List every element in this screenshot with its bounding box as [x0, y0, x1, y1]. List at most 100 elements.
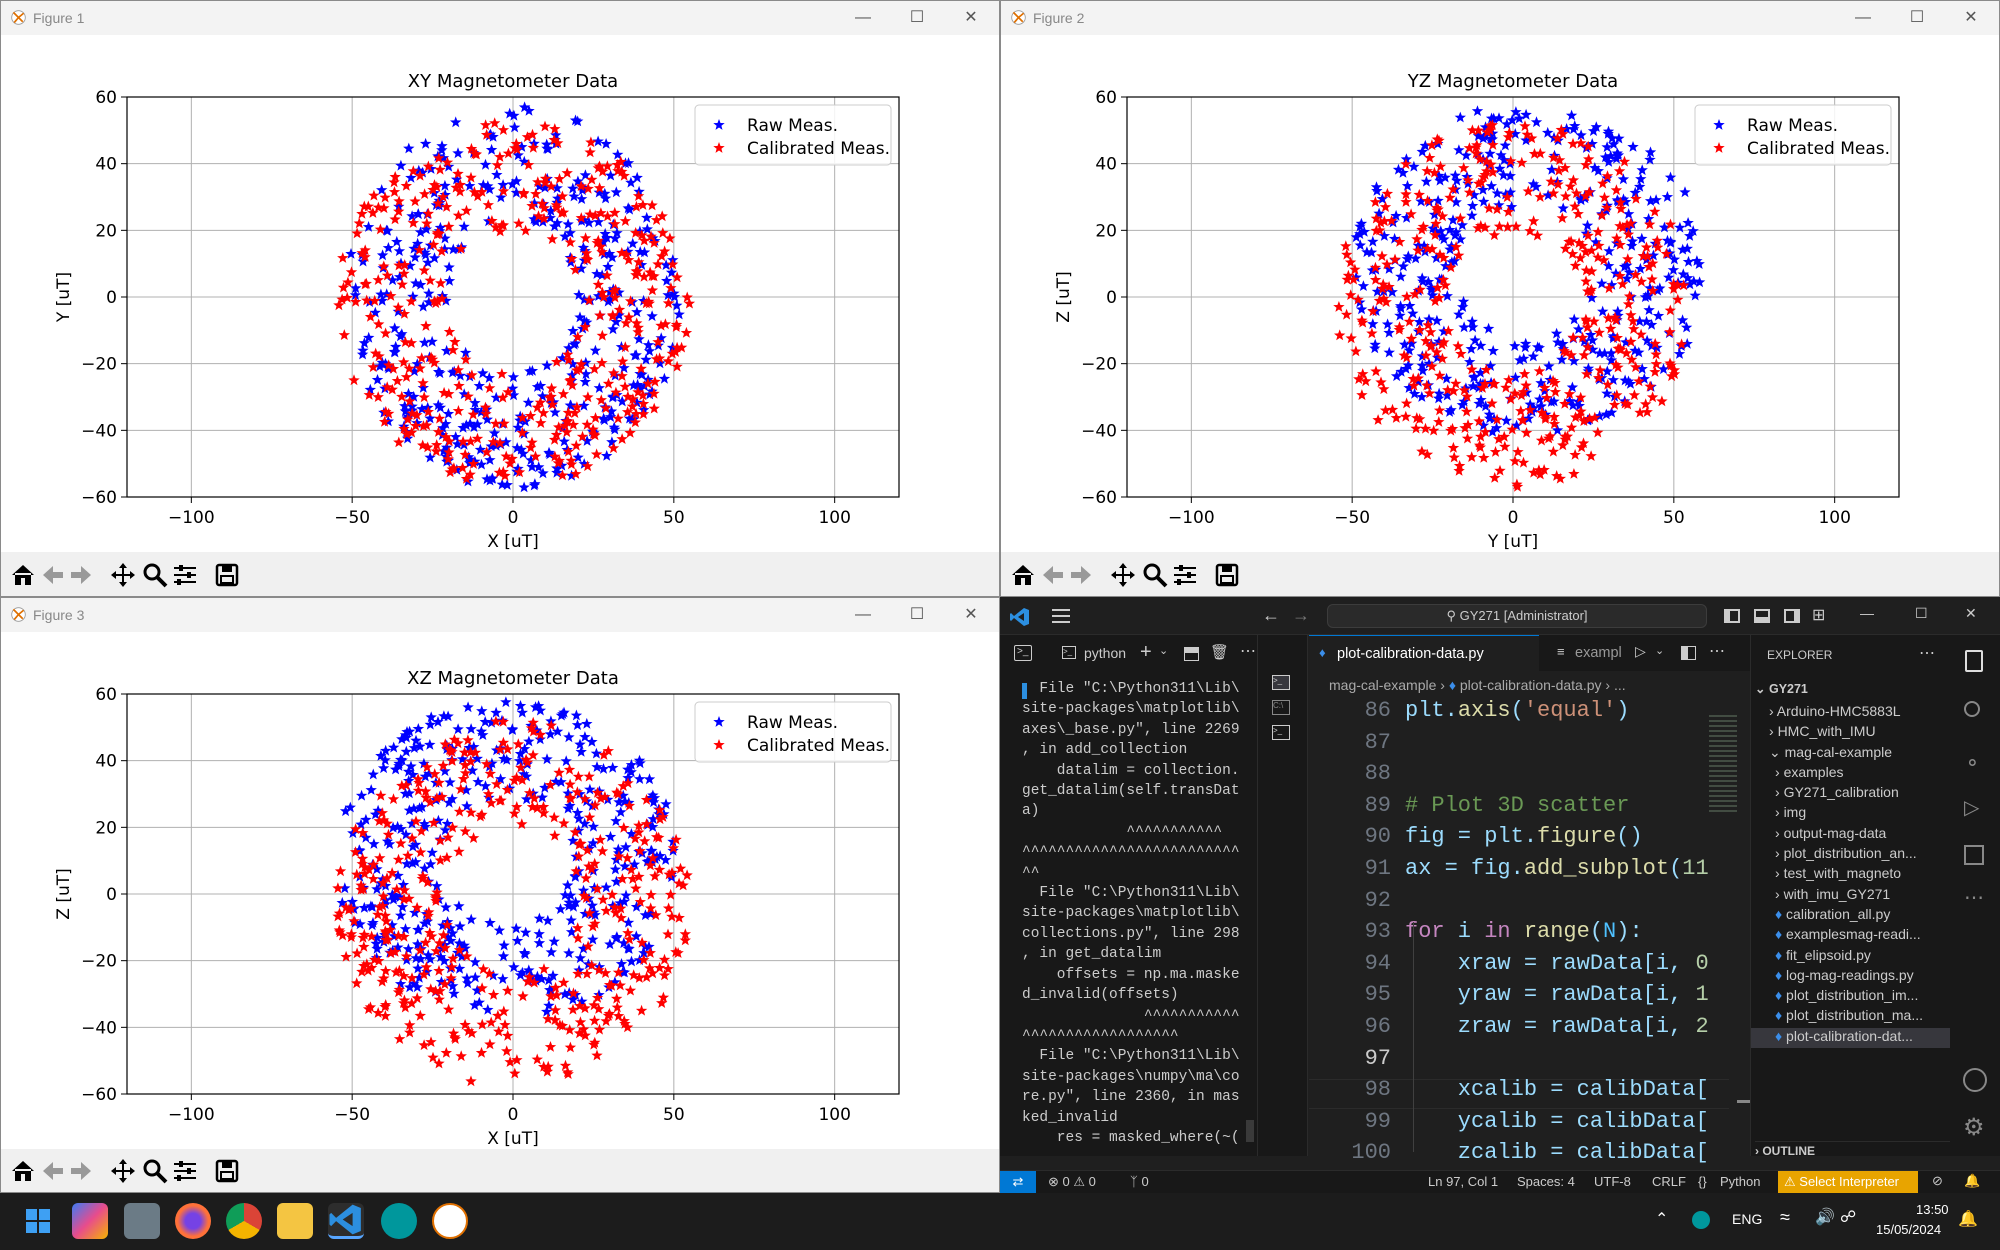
- layout-icon[interactable]: ⊞: [1812, 607, 1826, 624]
- bell-icon[interactable]: 🔔: [1964, 1173, 1981, 1188]
- pan-icon[interactable]: [1109, 561, 1137, 589]
- back-icon[interactable]: [39, 561, 67, 589]
- breadcrumb-item[interactable]: ...: [1613, 677, 1626, 693]
- forward-icon[interactable]: [67, 561, 95, 589]
- toggle-sidebar-icon[interactable]: [1724, 609, 1740, 623]
- minimize-button[interactable]: —: [1855, 9, 1871, 26]
- file-explorer-icon[interactable]: [277, 1203, 313, 1239]
- start-windows-icon[interactable]: [20, 1203, 56, 1239]
- explorer-item[interactable]: › plot_distribution_an...: [1751, 845, 1951, 865]
- close-button[interactable]: ✕: [1965, 605, 1977, 621]
- close-button[interactable]: ✕: [1964, 9, 1978, 26]
- files-icon[interactable]: [1965, 650, 1983, 672]
- terminal-tab[interactable]: python: [1084, 645, 1127, 661]
- maximize-button[interactable]: ☐: [1909, 9, 1925, 26]
- save-icon[interactable]: [213, 1157, 241, 1185]
- clock-time[interactable]: 13:50: [1916, 1202, 1949, 1217]
- explorer-item[interactable]: ♦ calibration_all.py: [1751, 906, 1951, 926]
- more-icon[interactable]: ⋯: [1919, 645, 1935, 662]
- more-icon[interactable]: ⋯: [1240, 643, 1256, 660]
- home-icon[interactable]: [9, 561, 37, 589]
- home-icon[interactable]: [9, 1157, 37, 1185]
- volume-icon[interactable]: 🔊: [1815, 1209, 1835, 1226]
- configure-subplots-icon[interactable]: [1171, 561, 1199, 589]
- cursor-position[interactable]: Ln 97, Col 1: [1428, 1174, 1499, 1189]
- explorer-item[interactable]: ♦ plot_distribution_ma...: [1751, 1007, 1951, 1027]
- terminal-list-icon[interactable]: >_: [1272, 675, 1290, 690]
- more-icon[interactable]: ⋯: [1964, 887, 1984, 909]
- copilot-icon[interactable]: ⊘: [1932, 1173, 1943, 1188]
- explorer-item[interactable]: ♦ examplesmag-readi...: [1751, 926, 1951, 946]
- explorer-item[interactable]: ⌄ mag-cal-example: [1751, 744, 1951, 764]
- pan-icon[interactable]: [109, 1157, 137, 1185]
- arduino-tray-icon[interactable]: [1692, 1211, 1710, 1229]
- explorer-item[interactable]: › test_with_magneto: [1751, 865, 1951, 885]
- command-center-search[interactable]: ⚲ GY271 [Administrator]: [1327, 604, 1707, 628]
- select-interpreter[interactable]: ⚠ Select Interpreter: [1778, 1171, 1918, 1193]
- breadcrumb-item[interactable]: plot-calibration-data.py: [1459, 677, 1602, 693]
- settings-gear-icon[interactable]: ⚙: [1963, 1114, 1985, 1141]
- code-editor[interactable]: 86 plt.axis('equal') 87 88 89 # Plot 3D scatt…: [1309, 695, 1709, 1169]
- language-mode[interactable]: Python: [1720, 1174, 1761, 1189]
- firefox-icon[interactable]: [175, 1203, 211, 1239]
- explorer-item[interactable]: › examples: [1751, 764, 1951, 784]
- back-arrow-icon[interactable]: ←: [1262, 605, 1280, 625]
- notification-bell-icon[interactable]: 🔔: [1958, 1211, 1978, 1228]
- minimize-button[interactable]: —: [1860, 605, 1874, 621]
- toggle-panel-icon[interactable]: [1754, 609, 1770, 623]
- window-titlebar[interactable]: Figure 1 — ☐ ✕: [1, 1, 999, 35]
- explorer-item[interactable]: ♦ plot-calibration-dat...: [1751, 1027, 1951, 1049]
- outline-section[interactable]: › OUTLINE: [1755, 1141, 1951, 1158]
- problems-indicator[interactable]: ⊗ 0 ⚠ 0: [1048, 1174, 1096, 1190]
- indentation[interactable]: Spaces: 4: [1517, 1174, 1575, 1189]
- split-editor-icon[interactable]: [1681, 646, 1696, 660]
- minimize-button[interactable]: —: [855, 606, 871, 623]
- terminal-list-icon[interactable]: >_: [1272, 725, 1290, 740]
- tab-plot-calibration-data[interactable]: ♦ plot-calibration-data.py: [1309, 635, 1539, 671]
- explorer-item[interactable]: › with_imu_GY271: [1751, 886, 1951, 906]
- ports-indicator[interactable]: ᛉ 0: [1130, 1174, 1149, 1189]
- terminal-list-icon[interactable]: C:\: [1272, 700, 1290, 715]
- minimap[interactable]: [1709, 695, 1737, 1156]
- more-icon[interactable]: ⋯: [1709, 643, 1725, 660]
- forward-icon[interactable]: [67, 1157, 95, 1185]
- toggle-secondary-sidebar-icon[interactable]: [1784, 609, 1800, 623]
- window-titlebar[interactable]: Figure 2 — ☐ ✕: [1001, 1, 1999, 35]
- maximize-button[interactable]: ☐: [1915, 605, 1928, 621]
- tray-chevron-icon[interactable]: ⌃: [1655, 1211, 1669, 1228]
- explorer-item[interactable]: › img: [1751, 804, 1951, 824]
- zoom-icon[interactable]: [1141, 561, 1169, 589]
- explorer-item[interactable]: › HMC_with_IMU: [1751, 723, 1951, 743]
- line-ending[interactable]: CRLF: [1652, 1174, 1686, 1189]
- search-icon[interactable]: [1964, 701, 1980, 717]
- language-indicator[interactable]: ENG: [1732, 1211, 1763, 1227]
- close-button[interactable]: ✕: [964, 606, 978, 623]
- run-debug-icon[interactable]: ▷: [1964, 797, 1980, 819]
- clock-date[interactable]: 15/05/2024: [1876, 1222, 1942, 1237]
- remote-indicator[interactable]: ⇄: [1000, 1171, 1036, 1193]
- home-icon[interactable]: [1009, 561, 1037, 589]
- explorer-item[interactable]: ♦ fit_elipsoid.py: [1751, 947, 1951, 967]
- explorer-item[interactable]: › output-mag-data: [1751, 825, 1951, 845]
- pan-icon[interactable]: [109, 561, 137, 589]
- close-button[interactable]: ✕: [964, 9, 978, 26]
- save-icon[interactable]: [213, 561, 241, 589]
- run-icon[interactable]: ▷: [1635, 643, 1646, 659]
- battery-icon[interactable]: ☍: [1840, 1209, 1857, 1226]
- trash-icon[interactable]: 🗑: [1210, 644, 1230, 661]
- terminal-output[interactable]: File "C:\Python311\Lib\ site-packages\mat…: [1022, 679, 1256, 1148]
- matplotlib-taskbar-icon[interactable]: [432, 1203, 468, 1239]
- menu-icon[interactable]: [1052, 609, 1070, 623]
- minimize-button[interactable]: —: [855, 9, 871, 26]
- explorer-root[interactable]: ⌄ GY271: [1755, 681, 1808, 696]
- split-terminal-icon[interactable]: [1184, 647, 1199, 661]
- account-icon[interactable]: [1963, 1068, 1987, 1092]
- arduino-icon[interactable]: [381, 1203, 417, 1239]
- vscode-taskbar-icon[interactable]: [328, 1203, 364, 1239]
- wifi-icon[interactable]: ≈: [1780, 1207, 1790, 1227]
- chrome-icon[interactable]: [226, 1203, 262, 1239]
- save-icon[interactable]: [1213, 561, 1241, 589]
- forward-icon[interactable]: [1067, 561, 1095, 589]
- explorer-item[interactable]: ♦ plot_distribution_im...: [1751, 987, 1951, 1007]
- terminal-scrollbar[interactable]: [1246, 1120, 1254, 1142]
